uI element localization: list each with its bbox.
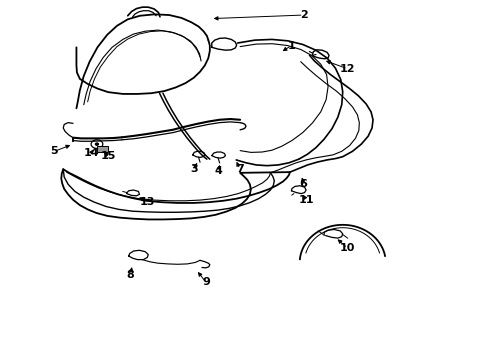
Text: 14: 14	[83, 148, 99, 158]
Text: 6: 6	[300, 179, 308, 189]
Text: 15: 15	[100, 150, 116, 161]
Text: 9: 9	[202, 277, 210, 287]
Text: 7: 7	[236, 164, 244, 174]
Text: 5: 5	[50, 146, 58, 156]
FancyBboxPatch shape	[98, 146, 108, 152]
Text: 1: 1	[288, 41, 295, 50]
Circle shape	[96, 143, 98, 145]
Text: 12: 12	[340, 64, 355, 74]
Text: 13: 13	[140, 197, 155, 207]
Text: 4: 4	[214, 166, 222, 176]
Text: 10: 10	[340, 243, 355, 253]
Text: 8: 8	[126, 270, 134, 280]
Text: 11: 11	[298, 195, 314, 205]
Text: 2: 2	[300, 10, 308, 20]
Text: 3: 3	[190, 164, 197, 174]
